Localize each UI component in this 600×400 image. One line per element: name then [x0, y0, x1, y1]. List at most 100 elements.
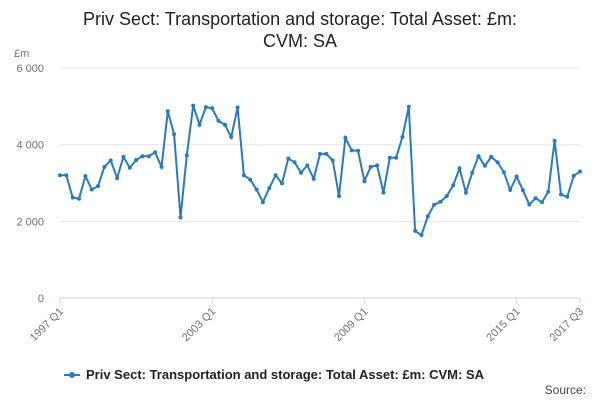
data-point[interactable]	[229, 135, 234, 139]
data-point[interactable]	[134, 158, 139, 162]
data-point[interactable]	[115, 176, 120, 180]
data-point[interactable]	[159, 164, 164, 169]
data-point[interactable]	[96, 184, 100, 189]
data-point[interactable]	[178, 215, 183, 220]
data-point[interactable]	[565, 194, 570, 199]
data-point[interactable]	[489, 154, 494, 159]
data-point[interactable]	[438, 199, 443, 204]
data-point[interactable]	[419, 233, 424, 238]
y-axis-ticks: 0 2 000 4 000 6 000	[16, 63, 44, 305]
data-point[interactable]	[533, 196, 538, 201]
data-point[interactable]	[241, 173, 246, 178]
data-point[interactable]	[222, 122, 227, 127]
data-point[interactable]	[368, 164, 373, 169]
legend-swatch-marker	[69, 372, 75, 378]
data-point[interactable]	[470, 170, 475, 175]
series-line	[60, 105, 581, 237]
data-point[interactable]	[495, 160, 500, 165]
y-axis-unit-label: £m	[14, 48, 29, 60]
data-point[interactable]	[343, 135, 348, 140]
data-point[interactable]	[235, 105, 240, 110]
data-point[interactable]	[527, 202, 532, 207]
chart-title-line-1: Priv Sect: Transportation and storage: T…	[83, 9, 517, 29]
x-tick-label: 2017 Q3	[548, 306, 586, 344]
chart-title-line-2: CVM: SA	[263, 31, 337, 51]
data-point[interactable]	[267, 186, 272, 190]
data-point[interactable]	[203, 105, 208, 110]
data-point[interactable]	[444, 194, 449, 198]
data-point[interactable]	[318, 151, 322, 156]
data-point[interactable]	[337, 194, 341, 198]
data-point[interactable]	[216, 118, 221, 123]
data-point[interactable]	[413, 228, 418, 233]
x-tick-label: 2015 Q1	[484, 306, 522, 344]
data-point[interactable]	[463, 190, 468, 195]
data-point[interactable]	[425, 214, 430, 219]
data-point[interactable]	[476, 154, 481, 159]
data-point[interactable]	[514, 174, 519, 179]
data-point[interactable]	[165, 109, 170, 114]
data-point[interactable]	[273, 173, 278, 178]
data-point[interactable]	[362, 179, 367, 184]
data-point[interactable]	[197, 122, 202, 127]
source-label: Source:	[545, 383, 586, 397]
data-point[interactable]	[140, 154, 145, 159]
legend-label[interactable]: Priv Sect: Transportation and storage: T…	[86, 367, 485, 382]
data-point[interactable]	[102, 164, 107, 169]
data-point[interactable]	[184, 153, 189, 158]
data-point[interactable]	[77, 196, 81, 201]
data-point[interactable]	[406, 104, 411, 109]
data-point[interactable]	[286, 156, 291, 161]
data-point[interactable]	[172, 132, 177, 137]
data-point[interactable]	[260, 200, 265, 205]
data-point[interactable]	[311, 176, 316, 181]
x-tick-label: 2003 Q1	[180, 306, 218, 344]
data-point[interactable]	[299, 170, 303, 175]
data-point[interactable]	[324, 151, 329, 156]
data-point[interactable]	[559, 192, 563, 197]
data-point[interactable]	[501, 170, 506, 175]
data-point[interactable]	[121, 154, 126, 159]
data-point[interactable]	[108, 158, 113, 163]
data-point[interactable]	[89, 187, 94, 192]
legend[interactable]: Priv Sect: Transportation and storage: T…	[64, 367, 485, 382]
series-markers	[58, 103, 582, 238]
data-point[interactable]	[508, 187, 513, 192]
data-point[interactable]	[248, 177, 253, 182]
x-tick-label: 1997 Q1	[28, 306, 66, 344]
data-point[interactable]	[254, 187, 259, 192]
data-point[interactable]	[578, 169, 582, 174]
data-point[interactable]	[153, 150, 158, 155]
data-point[interactable]	[83, 174, 88, 179]
data-point[interactable]	[540, 200, 544, 205]
data-point[interactable]	[356, 148, 360, 153]
data-point[interactable]	[305, 163, 310, 168]
data-point[interactable]	[571, 173, 576, 178]
data-point[interactable]	[280, 181, 284, 186]
data-point[interactable]	[210, 106, 215, 111]
data-point[interactable]	[58, 173, 62, 178]
data-point[interactable]	[520, 188, 525, 193]
data-point[interactable]	[191, 103, 196, 108]
data-point[interactable]	[400, 135, 405, 139]
data-point[interactable]	[552, 138, 557, 143]
data-point[interactable]	[127, 165, 132, 170]
data-point[interactable]	[146, 154, 151, 159]
data-point[interactable]	[451, 183, 456, 188]
data-point[interactable]	[349, 148, 354, 153]
data-point[interactable]	[70, 195, 75, 200]
data-point[interactable]	[381, 190, 386, 195]
y-tick-label: 0	[38, 293, 44, 305]
data-point[interactable]	[375, 163, 380, 168]
data-point[interactable]	[330, 158, 335, 163]
data-point[interactable]	[394, 155, 399, 160]
data-point[interactable]	[457, 166, 462, 171]
data-point[interactable]	[64, 173, 69, 178]
data-point[interactable]	[546, 189, 551, 194]
data-point[interactable]	[432, 202, 437, 207]
data-point[interactable]	[387, 155, 392, 160]
y-tick-label: 4 000	[16, 140, 44, 152]
data-point[interactable]	[482, 163, 487, 168]
data-point[interactable]	[292, 160, 297, 165]
